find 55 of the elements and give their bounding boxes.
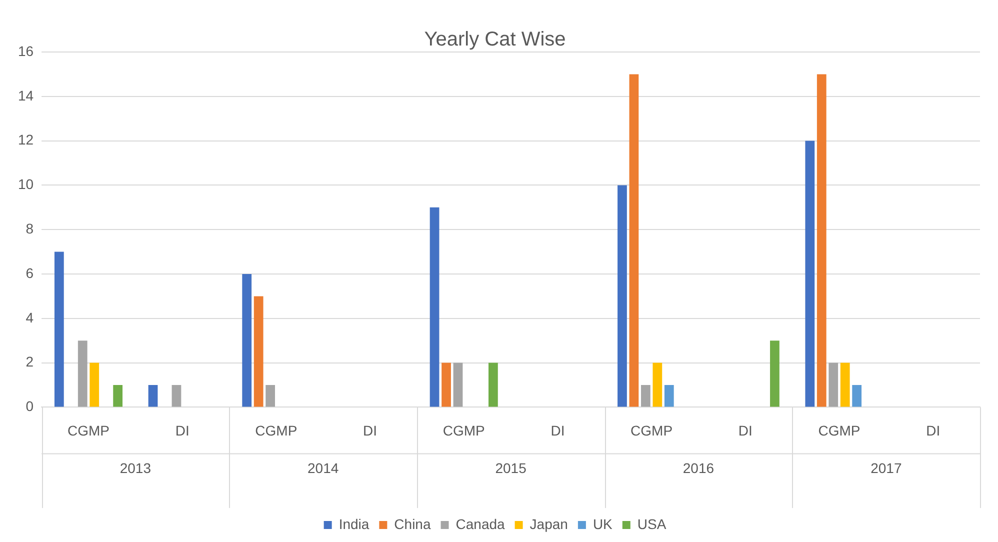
bar bbox=[254, 296, 264, 407]
legend-label: Japan bbox=[530, 516, 568, 532]
x-tick-label: CGMP bbox=[67, 422, 110, 438]
bar bbox=[78, 340, 88, 407]
bar bbox=[652, 362, 662, 407]
text: 2014 bbox=[308, 460, 339, 476]
legend-label: UK bbox=[592, 516, 614, 532]
bar bbox=[664, 385, 674, 407]
bar bbox=[172, 385, 182, 407]
x-tick-label: CGMP bbox=[442, 422, 485, 438]
legend-label: Canada bbox=[456, 516, 506, 532]
bar bbox=[629, 74, 639, 407]
y-tick-label: 8 bbox=[26, 220, 34, 236]
bar bbox=[148, 385, 158, 407]
bar bbox=[488, 362, 498, 407]
text: 2016 bbox=[682, 460, 714, 476]
bar bbox=[852, 385, 862, 407]
y-tick-label: 16 bbox=[18, 42, 34, 59]
x-tick-label: CGMP bbox=[255, 422, 298, 438]
bar bbox=[442, 362, 451, 407]
bar bbox=[54, 252, 64, 407]
text: 2015 bbox=[495, 460, 527, 476]
y-tick-label: 14 bbox=[18, 87, 34, 104]
y-tick-label: 0 bbox=[26, 398, 34, 414]
y-tick-label: 2 bbox=[26, 354, 34, 370]
x-tick-label: DI bbox=[738, 422, 752, 438]
x-tick-label: DI bbox=[175, 422, 190, 438]
bar bbox=[840, 362, 850, 407]
bar bbox=[266, 385, 276, 407]
bar bbox=[453, 362, 463, 407]
x-tick-label: CGMP bbox=[818, 422, 860, 438]
text: 2013 bbox=[120, 460, 152, 476]
y-tick-label: 4 bbox=[26, 309, 34, 326]
bar bbox=[816, 74, 826, 407]
y-tick-label: 12 bbox=[18, 132, 34, 148]
legend-label: USA bbox=[637, 516, 667, 532]
legend-label: India bbox=[338, 516, 370, 532]
x-tick-label: DI bbox=[550, 422, 565, 438]
y-tick-label: 6 bbox=[26, 264, 34, 281]
text: 2017 bbox=[870, 460, 902, 476]
legend-label: China bbox=[394, 516, 431, 532]
bar bbox=[90, 362, 100, 407]
bar bbox=[828, 362, 838, 407]
chart-title: Yearly Cat Wise bbox=[424, 28, 566, 51]
bar bbox=[430, 207, 440, 407]
bar bbox=[242, 274, 252, 407]
y-tick-label: 10 bbox=[18, 176, 34, 192]
bar bbox=[113, 385, 123, 407]
bar bbox=[640, 385, 650, 407]
bar bbox=[770, 340, 780, 407]
bar bbox=[618, 185, 627, 407]
x-tick-label: CGMP bbox=[630, 422, 673, 438]
x-tick-label: DI bbox=[926, 422, 940, 438]
x-tick-label: DI bbox=[363, 422, 378, 438]
bar bbox=[805, 140, 815, 407]
